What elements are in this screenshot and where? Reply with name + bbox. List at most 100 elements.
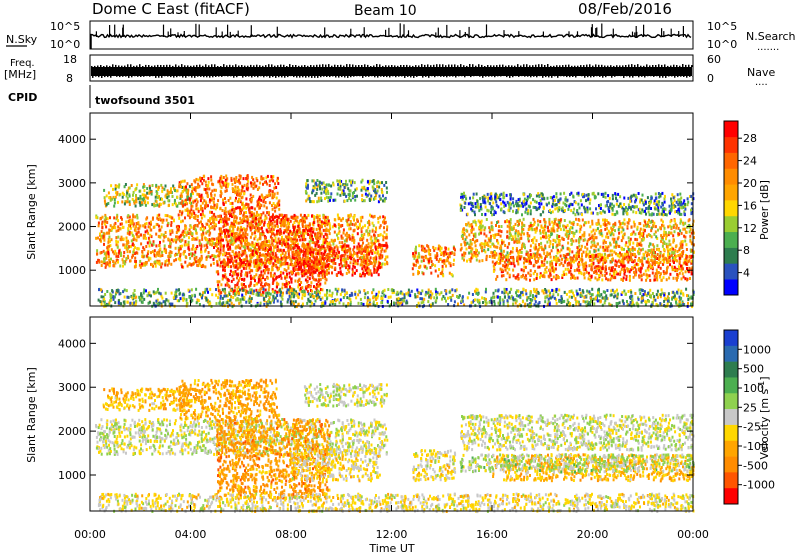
echo-cell-r5 bbox=[381, 181, 383, 185]
echo-cell-r7 bbox=[480, 242, 483, 246]
echo-cell-r3 bbox=[241, 239, 243, 243]
freq-jitter-bottom bbox=[446, 76, 448, 78]
echo-cell-r2 bbox=[191, 186, 194, 190]
freq-jitter-bottom bbox=[428, 76, 430, 78]
echo-cell-r3 bbox=[245, 238, 248, 242]
echo-cell-r3 bbox=[323, 218, 326, 222]
echo-cell-r0 bbox=[190, 225, 193, 229]
freq-jitter-top bbox=[685, 64, 687, 67]
echo-cell-r2 bbox=[210, 175, 213, 179]
echo-cell-r0 bbox=[182, 229, 185, 233]
echo-cell-r0 bbox=[190, 263, 193, 267]
echo-cell-r0 bbox=[100, 264, 103, 267]
echo-cell-r1 bbox=[174, 202, 177, 206]
echo-cell-r2 bbox=[274, 204, 277, 208]
echo-cell-r3 bbox=[266, 253, 269, 257]
freq-jitter-bottom bbox=[287, 76, 289, 78]
echo-cell-r2 bbox=[252, 186, 255, 190]
echo-cell-r7 bbox=[575, 251, 578, 255]
echo-cell-r0 bbox=[105, 263, 108, 267]
echo-cell-r1 bbox=[103, 199, 106, 203]
echo-cell-r0 bbox=[191, 254, 194, 258]
echo-cell-r7 bbox=[575, 229, 578, 233]
echo-cell-r0 bbox=[348, 227, 351, 231]
echo-cell-r0 bbox=[129, 250, 131, 254]
echo-cell-r0 bbox=[124, 245, 127, 249]
echo-cell-r0 bbox=[385, 246, 388, 250]
echo-cell-r0 bbox=[198, 239, 201, 243]
echo-cell-r7 bbox=[606, 249, 609, 253]
echo-cell-r0 bbox=[177, 248, 180, 252]
echo-cell-r3 bbox=[293, 253, 296, 257]
echo-cell-r4 bbox=[312, 270, 315, 274]
echo-cell-r0 bbox=[122, 237, 125, 241]
echo-cell-r0 bbox=[278, 258, 281, 262]
echo-cell-r4 bbox=[356, 245, 359, 249]
echo-cell-r0 bbox=[190, 215, 193, 218]
echo-cell-r1 bbox=[161, 189, 164, 193]
nsearch-legend-dots: ....... bbox=[757, 42, 779, 53]
echo-cell-r6 bbox=[412, 254, 415, 258]
echo-cell-r0 bbox=[141, 251, 144, 255]
echo-cell-r3 bbox=[299, 213, 302, 217]
echo-cell-r3 bbox=[327, 255, 330, 259]
echo-cell-r3 bbox=[285, 256, 288, 260]
echo-cell-r3 bbox=[247, 263, 250, 267]
freq-jitter-bottom bbox=[278, 76, 280, 78]
echo-cell-r0 bbox=[193, 253, 196, 257]
echo-cell-r6 bbox=[423, 249, 426, 253]
echo-cell-r0 bbox=[354, 261, 357, 265]
echo-cell-r7 bbox=[609, 249, 612, 253]
echo-cell-r0 bbox=[241, 236, 244, 240]
echo-cell-r7 bbox=[538, 243, 541, 246]
echo-cell-r6 bbox=[446, 257, 449, 261]
echo-cell-r0 bbox=[275, 214, 277, 218]
echo-cell-r7 bbox=[568, 231, 571, 235]
echo-cell-r7 bbox=[665, 242, 668, 246]
freq-jitter-top bbox=[547, 64, 549, 67]
echo-cell-r0 bbox=[353, 218, 355, 222]
echo-cell-r4 bbox=[363, 274, 366, 278]
echo-cell-r4 bbox=[369, 260, 372, 264]
echo-cell-r0 bbox=[237, 246, 240, 249]
echo-cell-r6 bbox=[420, 259, 423, 263]
echo-cell-r2 bbox=[274, 209, 277, 213]
echo-cell-r0 bbox=[167, 237, 170, 241]
echo-cell-r0 bbox=[189, 252, 192, 256]
echo-cell-r0 bbox=[164, 214, 167, 217]
echo-cell-r6 bbox=[449, 264, 452, 268]
freq-jitter-top bbox=[241, 65, 243, 67]
echo-cell-r4 bbox=[375, 268, 378, 272]
echo-cell-r3 bbox=[237, 285, 240, 289]
echo-cell-r4 bbox=[319, 257, 322, 261]
echo-cell-r5 bbox=[342, 189, 345, 193]
echo-cell-r5 bbox=[370, 197, 372, 201]
echo-cell-r3 bbox=[286, 255, 289, 259]
echo-cell-r4 bbox=[308, 257, 311, 260]
echo-cell-r0 bbox=[284, 223, 287, 227]
echo-cell-r6 bbox=[429, 256, 432, 260]
echo-cell-r3 bbox=[292, 240, 294, 244]
echo-cell-r0 bbox=[281, 235, 283, 239]
echo-cell-r0 bbox=[343, 239, 346, 243]
echo-cell-r0 bbox=[101, 234, 104, 238]
freq-jitter-bottom bbox=[140, 76, 142, 77]
freq-jitter-top bbox=[622, 65, 624, 67]
echo-cell-r0 bbox=[351, 236, 354, 240]
echo-cell-r0 bbox=[158, 262, 161, 266]
echo-cell-r4 bbox=[306, 255, 309, 259]
echo-cell-r0 bbox=[348, 223, 351, 227]
echo-cell-r4 bbox=[336, 274, 339, 277]
echo-cell-r0 bbox=[347, 218, 350, 222]
echo-cell-r7 bbox=[622, 221, 624, 225]
echo-cell-r3 bbox=[218, 280, 221, 284]
echo-cell-r5 bbox=[349, 198, 352, 202]
echo-cell-r0 bbox=[217, 242, 220, 246]
echo-cell-r0 bbox=[101, 225, 104, 229]
echo-cell-r7 bbox=[661, 258, 664, 262]
echo-cell-r3 bbox=[228, 239, 231, 243]
echo-cell-r6 bbox=[442, 253, 445, 257]
echo-cell-r1 bbox=[156, 196, 159, 200]
echo-cell-r3 bbox=[244, 243, 247, 247]
echo-cell-r3 bbox=[282, 291, 284, 295]
